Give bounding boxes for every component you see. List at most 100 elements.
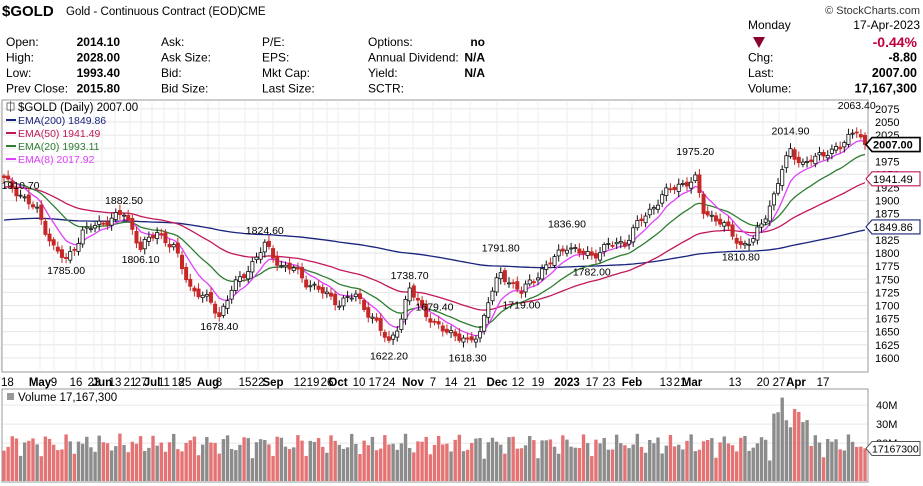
volume-bar bbox=[490, 437, 495, 481]
date-tick-label: 27 bbox=[135, 377, 148, 389]
volume-bar bbox=[72, 453, 77, 481]
quote-info-table: Open: 2014.10 Ask: P/E: Options: no High: 2028.… bbox=[6, 35, 917, 96]
candle bbox=[805, 156, 810, 168]
volume-bar bbox=[797, 411, 801, 481]
volume-bar bbox=[283, 446, 288, 481]
candle bbox=[593, 249, 598, 264]
volume-bar bbox=[275, 436, 279, 481]
legend-entry: EMA(200) 1849.86 bbox=[18, 115, 106, 127]
date-tick-label: 11 bbox=[158, 377, 170, 389]
value-tag: 2007.00 bbox=[864, 136, 921, 153]
volume-bar bbox=[424, 436, 428, 481]
candle bbox=[742, 240, 747, 249]
candle bbox=[250, 257, 255, 278]
price-panel: 1910.70 1785.00 1882.50 1806.10 1678.40 1824.… bbox=[0, 99, 921, 373]
candle bbox=[813, 152, 818, 168]
ema50-line bbox=[3, 182, 866, 311]
price-tick-label: 1750 bbox=[875, 274, 899, 286]
date-tick-label: Aug bbox=[197, 377, 219, 389]
candle bbox=[18, 189, 23, 199]
candle bbox=[796, 151, 801, 168]
candle bbox=[291, 265, 296, 273]
volume-bar bbox=[130, 441, 135, 481]
volume-bar bbox=[271, 455, 275, 481]
legend-entry: EMA(20) 1993.11 bbox=[18, 141, 100, 153]
volume-bar bbox=[627, 448, 631, 481]
volume-bar bbox=[457, 434, 462, 481]
info-key: Chg: bbox=[748, 51, 773, 65]
candle bbox=[55, 241, 60, 254]
date-tick-label: 25 bbox=[179, 377, 192, 389]
volume-bar bbox=[370, 436, 375, 481]
candle bbox=[146, 231, 151, 247]
candle bbox=[279, 260, 284, 269]
date-tick-label: Mar bbox=[682, 377, 703, 389]
candle bbox=[676, 178, 681, 198]
date-tick-label: 13 bbox=[109, 377, 122, 389]
date-tick-label: 23 bbox=[603, 377, 616, 389]
candle bbox=[213, 300, 218, 319]
volume-bar bbox=[238, 444, 242, 481]
volume-bar bbox=[776, 412, 780, 481]
candle bbox=[726, 216, 731, 231]
volume-bar bbox=[35, 444, 39, 481]
volume-bar bbox=[470, 442, 474, 481]
price-tick-label: 1775 bbox=[875, 261, 899, 273]
price-tick-label: 1600 bbox=[875, 353, 899, 365]
candle bbox=[498, 267, 503, 285]
volume-bar bbox=[267, 444, 271, 481]
date-tick-label: Jul bbox=[144, 377, 161, 389]
date-tick-label: 20 bbox=[757, 377, 770, 389]
volume-bar bbox=[623, 445, 627, 481]
volume-bar bbox=[337, 444, 341, 481]
candle bbox=[126, 209, 131, 223]
candle bbox=[478, 326, 483, 343]
candle bbox=[544, 260, 549, 275]
candle bbox=[117, 204, 122, 220]
candle bbox=[747, 238, 752, 251]
volume-bar bbox=[27, 440, 31, 481]
candle bbox=[718, 213, 723, 228]
pivot-label: 1882.50 bbox=[105, 195, 143, 207]
candle bbox=[473, 335, 478, 348]
date-day: Monday bbox=[748, 18, 791, 32]
candle bbox=[122, 213, 127, 222]
date-tick-label: 12 bbox=[294, 377, 307, 389]
volume-bar bbox=[350, 433, 354, 481]
volume-bar bbox=[391, 443, 395, 481]
price-tick-label: 1975 bbox=[875, 156, 899, 168]
volume-bar bbox=[105, 443, 110, 481]
volume-bar bbox=[482, 458, 486, 481]
candle bbox=[776, 178, 781, 196]
candle bbox=[200, 291, 205, 303]
ema200-line bbox=[3, 217, 866, 269]
candle bbox=[809, 154, 814, 167]
volume-bar bbox=[710, 438, 714, 481]
volume-bar bbox=[635, 433, 640, 481]
volume-bar bbox=[540, 440, 544, 481]
volume-bar bbox=[465, 449, 470, 481]
candle bbox=[697, 169, 702, 198]
price-tick-label: 1675 bbox=[875, 314, 899, 326]
info-value: 1993.40 bbox=[77, 66, 121, 80]
candle bbox=[639, 214, 644, 227]
date-tick-label: 15 bbox=[239, 377, 252, 389]
volume-bar bbox=[85, 436, 89, 481]
volume-bar bbox=[532, 440, 536, 481]
candle bbox=[461, 335, 466, 348]
volume-bar bbox=[254, 442, 259, 481]
info-key: Annual Dividend: bbox=[368, 51, 459, 65]
candle bbox=[701, 191, 706, 219]
chart-header: $GOLD Gold - Continuous Contract (EOD) C… bbox=[2, 3, 920, 50]
candle bbox=[386, 331, 391, 344]
pivot-label: 1806.10 bbox=[122, 254, 160, 266]
candle bbox=[535, 272, 540, 286]
candle bbox=[130, 214, 135, 235]
candle bbox=[337, 300, 342, 311]
volume-bar bbox=[97, 435, 101, 481]
volume-bar bbox=[395, 449, 399, 481]
volume-bar bbox=[544, 440, 548, 481]
volume-bar bbox=[60, 449, 64, 481]
